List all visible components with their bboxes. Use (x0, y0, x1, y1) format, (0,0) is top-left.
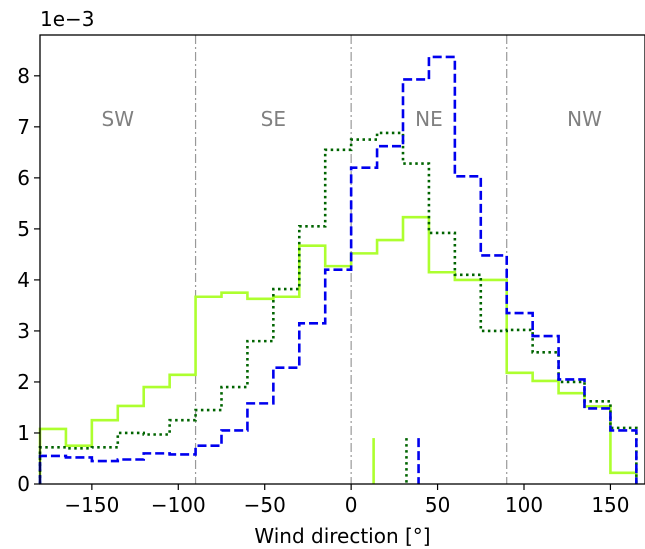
mean-markers (372, 438, 420, 484)
x-tick-label: 100 (505, 493, 543, 517)
series-layer (38, 55, 638, 484)
x-axis-label: Wind direction [°] (254, 524, 430, 548)
x-tick-label: 50 (425, 493, 450, 517)
y-tick-label: 8 (17, 64, 30, 88)
x-tick-label: −50 (244, 493, 286, 517)
y-tick-label: 2 (17, 370, 30, 394)
region-label-se: SE (261, 107, 286, 131)
series-dashed-step (38, 55, 638, 484)
series-solid-step (38, 215, 638, 484)
y-tick-label: 0 (17, 472, 30, 496)
plot-frame (39, 34, 645, 485)
region-label-sw: SW (102, 107, 135, 131)
x-tick-label: −150 (64, 493, 119, 517)
y-tick-label: 4 (17, 268, 30, 292)
x-axis-ticks: −150 −100 −50 0 50 100 150 (64, 484, 630, 517)
x-tick-label: 150 (591, 493, 629, 517)
y-offset-label: 1e−3 (40, 7, 95, 31)
x-tick-label: 0 (345, 493, 358, 517)
y-tick-label: 6 (17, 166, 30, 190)
y-tick-label: 5 (17, 217, 30, 241)
y-tick-label: 7 (17, 115, 30, 139)
region-label-ne: NE (415, 107, 443, 131)
x-tick-label: −100 (151, 493, 206, 517)
y-axis-ticks: 0 1 2 3 4 5 6 7 8 (17, 64, 40, 496)
y-tick-label: 3 (17, 319, 30, 343)
region-label-nw: NW (567, 107, 602, 131)
region-labels: SW SE NE NW (102, 107, 603, 131)
series-dotted-step (38, 131, 638, 484)
y-tick-label: 1 (17, 421, 30, 445)
